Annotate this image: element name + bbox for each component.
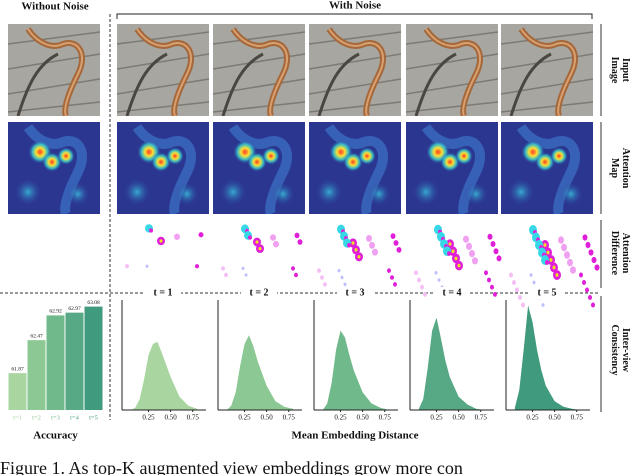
x-axis-label: Accuracy	[33, 430, 78, 442]
x-tick-label: 0.75	[475, 414, 488, 422]
x-tick-label: 0.50	[165, 414, 178, 422]
x-tick-label: t=2	[32, 414, 41, 421]
x-tick-label: 0.25	[334, 414, 347, 422]
bar-value-label: 63.08	[87, 300, 100, 306]
row-label: Inter-view	[620, 328, 631, 373]
attention-difference	[317, 224, 402, 287]
row-label: Difference	[609, 231, 620, 276]
column-label: t = 2	[249, 287, 268, 298]
x-tick-label: 0.25	[526, 414, 539, 422]
label-bg	[529, 287, 565, 299]
density-area	[322, 330, 390, 410]
input-image	[117, 24, 209, 116]
attention-map	[117, 122, 209, 214]
attention-map	[309, 122, 401, 214]
input-image	[8, 24, 100, 116]
x-tick-label: 0.75	[571, 414, 584, 422]
x-tick-label: 0.50	[261, 414, 274, 422]
row-label: Attention	[620, 233, 631, 274]
row-label: Image	[609, 57, 620, 84]
input-image	[501, 24, 593, 116]
input-image	[213, 24, 305, 116]
attention-map	[406, 122, 498, 214]
bar-value-label: 62.92	[49, 309, 62, 315]
row-label: Consistency	[609, 324, 620, 375]
density-area	[418, 317, 486, 410]
bar	[65, 312, 84, 410]
bar-value-label: 61.87	[11, 366, 24, 372]
bar	[27, 340, 46, 410]
header-right: With Noise	[329, 0, 381, 12]
input-image	[309, 24, 401, 116]
attention-map	[501, 122, 593, 214]
bar	[46, 315, 65, 410]
x-tick-label: 0.25	[142, 414, 155, 422]
column-label: t = 3	[345, 287, 364, 298]
attention-map	[213, 122, 305, 214]
x-axis-label: Mean Embedding Distance	[291, 430, 418, 442]
x-tick-label: 0.50	[453, 414, 466, 422]
row-label: Map	[609, 158, 620, 178]
label-bg	[434, 287, 470, 299]
attention-difference	[414, 224, 502, 297]
x-tick-label: 0.50	[549, 414, 562, 422]
attention-difference	[221, 224, 303, 278]
diff-blob	[323, 238, 402, 287]
density-area	[226, 335, 294, 410]
bar-value-label: 62.97	[68, 306, 81, 312]
bar-value-label: 62.47	[30, 333, 43, 339]
header-left: Without Noise	[21, 1, 88, 13]
x-tick-label: t=1	[13, 414, 22, 421]
density-area	[130, 341, 198, 410]
attention-map	[8, 122, 100, 214]
label-bg	[145, 287, 181, 299]
label-bg	[241, 287, 277, 299]
bracket	[116, 13, 593, 19]
bar	[84, 306, 103, 410]
column-label: t = 5	[537, 287, 556, 298]
attention-difference	[125, 224, 204, 269]
x-tick-label: 0.50	[357, 414, 370, 422]
x-tick-label: t=5	[89, 414, 98, 421]
row-label: Attention	[620, 148, 631, 189]
label-bg	[337, 287, 373, 299]
input-image	[406, 24, 498, 116]
x-tick-label: t=4	[70, 414, 79, 421]
x-tick-label: t=3	[51, 414, 60, 421]
x-tick-label: 0.25	[430, 414, 443, 422]
diff-blob	[125, 224, 204, 269]
x-tick-label: 0.75	[379, 414, 392, 422]
density-area	[514, 305, 582, 410]
column-label: t = 1	[153, 287, 172, 298]
diff-blob	[521, 255, 600, 308]
column-label: t = 4	[442, 287, 461, 298]
diff-blob	[224, 231, 303, 278]
x-tick-label: 0.75	[187, 414, 200, 422]
x-tick-label: 0.25	[238, 414, 251, 422]
bar	[8, 373, 27, 410]
x-tick-label: 0.75	[283, 414, 296, 422]
row-label: Input	[620, 58, 631, 83]
caption: Figure 1. As top-K augmented view embedd…	[0, 458, 463, 475]
